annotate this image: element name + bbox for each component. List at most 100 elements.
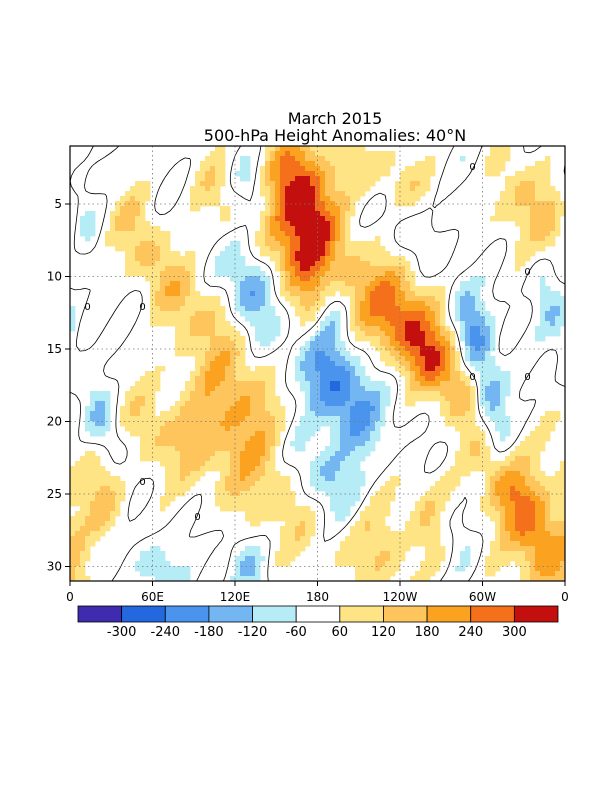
anomaly-cell <box>210 431 216 437</box>
anomaly-cell <box>195 176 201 182</box>
anomaly-cell <box>280 506 286 512</box>
anomaly-cell <box>375 256 381 262</box>
anomaly-cell <box>125 201 131 207</box>
anomaly-cell <box>270 486 276 492</box>
anomaly-cell <box>230 396 236 402</box>
anomaly-cell <box>490 501 496 507</box>
anomaly-cell <box>395 476 401 482</box>
anomaly-cell <box>220 216 226 222</box>
anomaly-cell <box>365 181 371 187</box>
anomaly-cell <box>120 406 126 412</box>
anomaly-cell <box>310 191 316 197</box>
anomaly-cell <box>525 231 531 237</box>
anomaly-cell <box>330 506 336 512</box>
anomaly-cell <box>545 426 551 432</box>
anomaly-cell <box>185 451 191 457</box>
anomaly-cell <box>350 496 356 502</box>
anomaly-cell <box>460 306 466 312</box>
anomaly-cell <box>485 311 491 317</box>
anomaly-cell <box>460 471 466 477</box>
anomaly-cell <box>365 261 371 267</box>
anomaly-cell <box>345 161 351 167</box>
anomaly-cell <box>225 426 231 432</box>
anomaly-cell <box>395 326 401 332</box>
anomaly-cell <box>300 446 306 452</box>
anomaly-cell <box>325 161 331 167</box>
anomaly-cell <box>195 331 201 337</box>
anomaly-cell <box>345 176 351 182</box>
anomaly-cell <box>430 326 436 332</box>
anomaly-cell <box>205 186 211 192</box>
anomaly-cell <box>185 341 191 347</box>
anomaly-cell <box>270 156 276 162</box>
anomaly-cell <box>220 361 226 367</box>
anomaly-cell <box>520 486 526 492</box>
anomaly-cell <box>295 536 301 542</box>
anomaly-cell <box>140 416 146 422</box>
anomaly-cell <box>425 526 431 532</box>
anomaly-cell <box>135 426 141 432</box>
anomaly-cell <box>470 441 476 447</box>
anomaly-cell <box>530 166 536 172</box>
anomaly-cell <box>405 536 411 542</box>
anomaly-cell <box>95 396 101 402</box>
anomaly-cell <box>270 476 276 482</box>
anomaly-cell <box>175 441 181 447</box>
anomaly-cell <box>235 371 241 377</box>
anomaly-cell <box>350 431 356 437</box>
anomaly-cell <box>530 171 536 177</box>
anomaly-cell <box>235 431 241 437</box>
anomaly-cell <box>370 556 376 562</box>
anomaly-cell <box>200 321 206 327</box>
anomaly-cell <box>225 506 231 512</box>
anomaly-cell <box>180 411 186 417</box>
anomaly-cell <box>185 381 191 387</box>
anomaly-cell <box>520 451 526 457</box>
anomaly-cell <box>190 191 196 197</box>
anomaly-cell <box>515 476 521 482</box>
anomaly-cell <box>245 476 251 482</box>
anomaly-cell <box>410 311 416 317</box>
anomaly-cell <box>420 381 426 387</box>
anomaly-cell <box>320 281 326 287</box>
anomaly-cell <box>470 356 476 362</box>
anomaly-cell <box>405 326 411 332</box>
anomaly-cell <box>215 381 221 387</box>
anomaly-cell <box>445 331 451 337</box>
anomaly-cell <box>180 261 186 267</box>
anomaly-cell <box>200 176 206 182</box>
anomaly-cell <box>280 276 286 282</box>
anomaly-cell <box>145 191 151 197</box>
anomaly-cell <box>235 456 241 462</box>
x-tick-label: 0 <box>561 590 569 604</box>
anomaly-cell <box>450 371 456 377</box>
anomaly-cell <box>220 416 226 422</box>
anomaly-cell <box>240 426 246 432</box>
x-axis: 0 60E 120E 180 120W 60W 0 <box>66 581 569 604</box>
anomaly-cell <box>315 236 321 242</box>
anomaly-cell <box>505 461 511 467</box>
anomaly-cell <box>460 386 466 392</box>
anomaly-cell <box>325 456 331 462</box>
anomaly-cell <box>335 156 341 162</box>
anomaly-cell <box>370 496 376 502</box>
anomaly-cell <box>400 531 406 537</box>
anomaly-cell <box>305 271 311 277</box>
anomaly-cell <box>350 466 356 472</box>
anomaly-cell <box>280 536 286 542</box>
anomaly-cell <box>480 501 486 507</box>
anomaly-cell <box>215 416 221 422</box>
anomaly-cell <box>435 531 441 537</box>
anomaly-cell <box>515 241 521 247</box>
anomaly-cell <box>485 366 491 372</box>
anomaly-cell <box>135 416 141 422</box>
anomaly-cell <box>135 221 141 227</box>
anomaly-cell <box>265 156 271 162</box>
anomaly-cell <box>395 356 401 362</box>
anomaly-cell <box>325 241 331 247</box>
anomaly-cell <box>140 396 146 402</box>
anomaly-cell <box>240 351 246 357</box>
anomaly-cell <box>415 506 421 512</box>
anomaly-cell <box>550 416 556 422</box>
anomaly-cell <box>350 301 356 307</box>
